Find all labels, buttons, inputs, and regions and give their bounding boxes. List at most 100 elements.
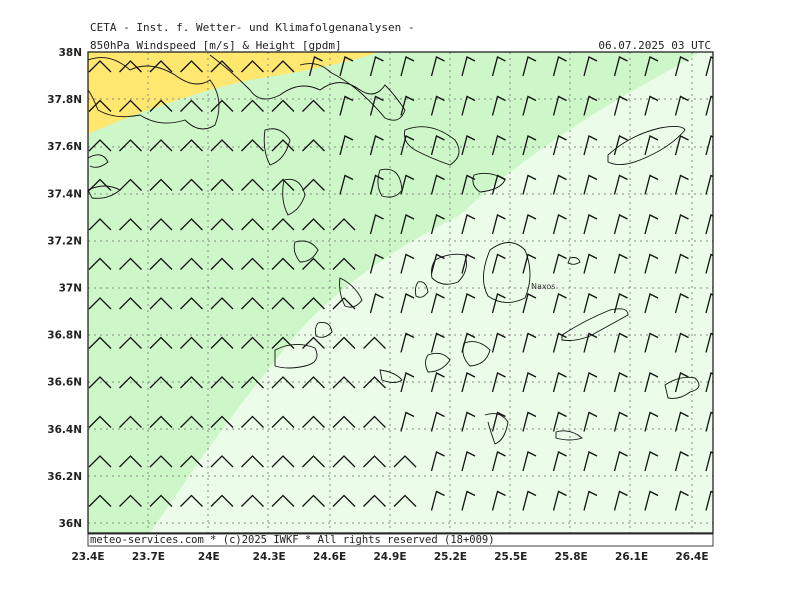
wind-barb <box>552 451 567 472</box>
wind-barb <box>461 56 476 77</box>
wind-barb <box>302 455 325 468</box>
wind-barb <box>369 95 384 116</box>
wind-barb <box>271 297 295 310</box>
wind-barb <box>363 494 386 507</box>
wind-barb <box>613 253 628 274</box>
island-naxos <box>483 242 531 303</box>
wind-barb <box>302 218 325 231</box>
island-andros <box>377 168 403 198</box>
footer-credit: meteo-services.com * (c)2025 IWKF * All … <box>90 534 495 546</box>
wind-barb <box>241 60 264 73</box>
wind-barb <box>400 293 415 314</box>
island-astypalea <box>664 376 700 399</box>
wind-barb <box>552 293 567 314</box>
wind-barb <box>369 56 384 77</box>
wind-barb <box>491 411 506 432</box>
wind-barb <box>180 257 203 270</box>
wind-barb <box>552 174 567 195</box>
island-sifnos <box>314 321 333 338</box>
footer-band <box>87 533 714 547</box>
wind-barb <box>705 490 713 511</box>
wind-barb <box>674 372 689 393</box>
wind-barb <box>119 178 142 191</box>
wind-barb <box>400 95 415 116</box>
wind-barb <box>583 95 598 116</box>
wind-barb <box>644 293 659 314</box>
wind-barb <box>393 455 417 468</box>
wind-barb <box>180 415 203 428</box>
island-sikinos <box>425 352 451 373</box>
wind-barb <box>644 490 659 511</box>
wind-barb <box>88 297 112 310</box>
wind-barb <box>149 297 173 310</box>
wind-barb <box>210 99 234 112</box>
lon-tick-label: 26.4E <box>675 551 708 563</box>
wind-barb <box>363 336 386 349</box>
wind-barb <box>583 174 598 195</box>
wind-barb <box>461 490 476 511</box>
wind-barb <box>302 336 325 349</box>
wind-barb <box>332 455 356 468</box>
wind-barb <box>461 95 476 116</box>
island-ios <box>462 341 491 367</box>
wind-barb <box>491 490 506 511</box>
wind-barb <box>210 336 234 349</box>
wind-barb <box>430 451 445 472</box>
wind-barb <box>583 332 598 353</box>
wind-barb <box>241 376 264 389</box>
wind-barb <box>119 415 142 428</box>
wind-barb <box>461 411 476 432</box>
wind-barb <box>705 95 713 116</box>
wind-barb <box>88 99 112 112</box>
wind-barb <box>271 494 295 507</box>
wind-barb <box>461 293 476 314</box>
wind-barb <box>149 415 173 428</box>
wind-barb <box>491 95 506 116</box>
wind-barb <box>674 174 689 195</box>
wind-barb <box>705 293 713 314</box>
wind-barb <box>674 135 689 156</box>
wind-barb <box>644 451 659 472</box>
wind-barb <box>613 135 628 156</box>
lon-tick-label: 23.7E <box>132 551 165 563</box>
wind-barb <box>119 376 142 389</box>
lat-tick-label: 37N <box>59 283 82 295</box>
wind-barb <box>552 95 567 116</box>
wind-barb <box>271 455 295 468</box>
wind-barb <box>552 332 567 353</box>
map-frame <box>87 51 714 534</box>
wind-barb <box>332 297 356 310</box>
wind-barb <box>583 253 598 274</box>
wind-barb <box>180 494 203 507</box>
wind-barb <box>180 178 203 191</box>
coast-peloponnese-north <box>88 57 220 130</box>
wind-barb <box>674 56 689 77</box>
chart-title: CETA - Inst. f. Wetter- und Klimafolgena… <box>90 21 415 34</box>
wind-barb <box>400 372 415 393</box>
lon-tick-label: 24.9E <box>373 551 406 563</box>
wind-barb <box>210 257 234 270</box>
wind-barb <box>271 60 295 73</box>
wind-barb <box>461 253 476 274</box>
wind-barb <box>705 214 713 235</box>
wind-barb <box>149 178 173 191</box>
wind-barb <box>583 411 598 432</box>
lat-tick-label: 36N <box>59 518 82 530</box>
wind-barb <box>461 214 476 235</box>
wind-barb <box>583 56 598 77</box>
wind-barb <box>491 372 506 393</box>
lon-axis: 23.4E 23.7E 24E 24.3E 24.6E 24.9E 25.2E 25.5E 25… <box>71 551 708 563</box>
wind-barb <box>430 95 445 116</box>
island-aegina <box>88 154 109 168</box>
wind-barb <box>149 494 173 507</box>
lon-tick-label: 25.8E <box>555 551 588 563</box>
wind-barb <box>461 135 476 156</box>
wind-barb <box>644 411 659 432</box>
wind-barb <box>400 332 415 353</box>
wind-barb <box>88 336 112 349</box>
wind-barb <box>522 411 537 432</box>
wind-barb <box>119 60 142 73</box>
wind-barb <box>180 60 203 73</box>
island-syros <box>293 240 319 263</box>
wind-barb <box>88 494 112 507</box>
